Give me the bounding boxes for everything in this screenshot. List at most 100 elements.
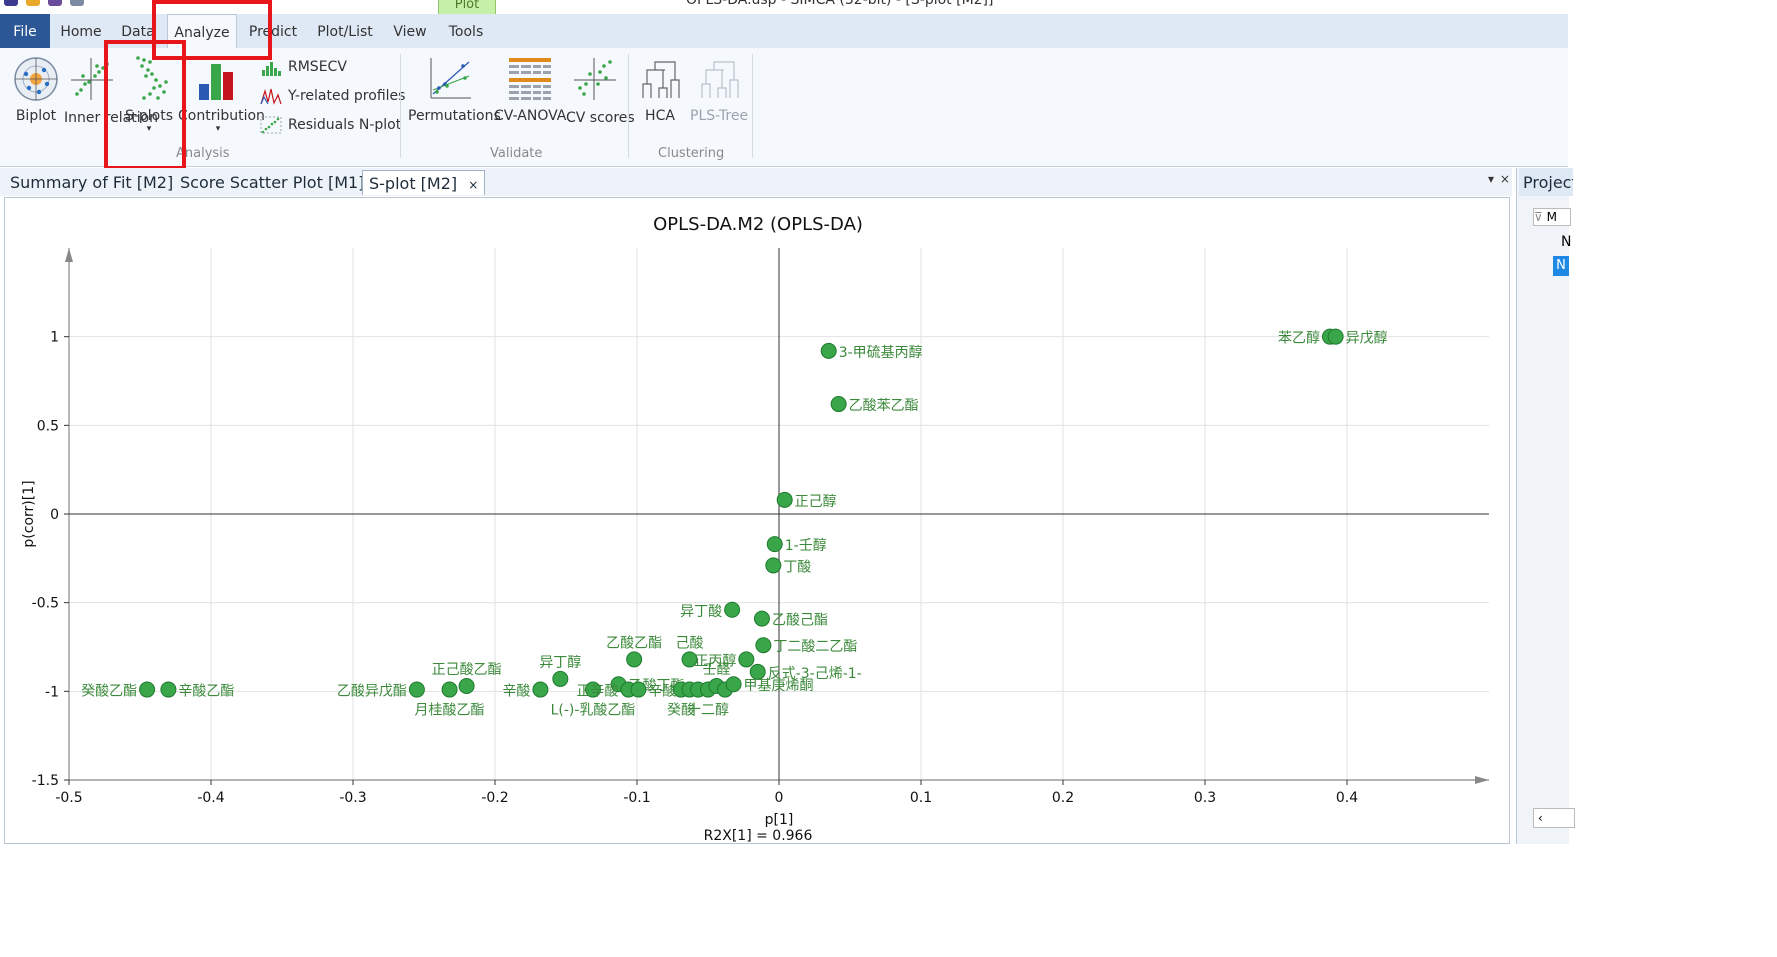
y-axis-label: p(corr)[1]: [21, 480, 37, 547]
tab-tools[interactable]: Tools: [448, 24, 484, 40]
x-tick-label: 0.2: [1052, 790, 1074, 806]
data-point-label: 甲基庚烯酮: [744, 677, 814, 694]
data-point-label: 丁酸: [783, 559, 811, 575]
x-tick-label: -0.1: [623, 790, 650, 806]
y-tick-label: 0.5: [37, 418, 59, 434]
data-point-label: 乙酸己酯: [772, 613, 828, 629]
open-icon[interactable]: [26, 0, 40, 6]
tab-view[interactable]: View: [393, 24, 427, 40]
s-plots-button[interactable]: S-plots ▾: [122, 54, 176, 134]
data-point: [766, 536, 783, 553]
data-point-label: 壬醛: [703, 662, 731, 678]
ribbon-tab-row: File Home Data Analyze Predict Plot/List…: [0, 14, 1568, 50]
tab-plot-list[interactable]: Plot/List: [317, 24, 373, 40]
data-point-label: 反式-3-己烯-1-: [768, 666, 862, 682]
data-point-label: 十二醇: [687, 702, 729, 719]
data-point-label: 异丁醇: [539, 654, 581, 671]
tab-home[interactable]: Home: [60, 24, 102, 40]
y-related-profiles-label: Y-related profiles: [288, 88, 406, 104]
cv-scores-button[interactable]: CV scores: [566, 54, 635, 129]
contextual-tab-plot[interactable]: Plot: [438, 0, 496, 15]
doc-tab-score-scatter[interactable]: Score Scatter Plot [M1]: [180, 173, 365, 192]
validate-group-label: Validate: [490, 146, 543, 161]
horizontal-scrollbar[interactable]: ‹: [1533, 808, 1575, 828]
data-point-label: 癸酸乙酯: [81, 684, 137, 700]
contribution-label: Contribution: [178, 108, 265, 124]
data-point-label: 正丙醇: [694, 652, 736, 669]
permutations-button[interactable]: Permutations: [408, 54, 501, 124]
save-icon[interactable]: [48, 0, 62, 6]
tab-file[interactable]: File: [0, 14, 50, 48]
data-point: [724, 601, 741, 618]
s-plot-chart[interactable]: OPLS-DA.M2 (OPLS-DA) -0.5 -0.4 -0.3 -0.2 -0.…: [5, 198, 1509, 844]
y-tick-label: -1.5: [32, 773, 59, 789]
x-tick-label: 0.1: [910, 790, 932, 806]
s-plot-icon: [136, 56, 168, 100]
biplot-button[interactable]: Biplot: [8, 54, 64, 124]
y-related-profiles-button[interactable]: Y-related profiles: [260, 87, 405, 105]
data-point-label: 异丁酸: [680, 604, 722, 620]
chart-axes: [65, 248, 1489, 784]
data-point-label: 辛酸: [502, 684, 530, 700]
data-point: [681, 651, 698, 668]
cv-anova-button[interactable]: CV-ANOVA: [494, 54, 566, 124]
rmsecv-icon: [262, 62, 281, 76]
biplot-label: Biplot: [15, 108, 57, 124]
y-tick-label: 0: [50, 507, 59, 523]
data-point: [755, 637, 772, 654]
data-point-label: 乙酸乙酯: [606, 635, 662, 651]
analysis-group-label: Analysis: [176, 146, 230, 161]
x-tick-label: -0.5: [55, 790, 82, 806]
title-bar: OPLS-DA.usp - SIMCA (32-bit) - [S-plot […: [0, 0, 1568, 12]
rmsecv-button[interactable]: RMSECV: [260, 58, 347, 76]
project-panel-title: Project: [1519, 168, 1573, 196]
doc-tab-summary-of-fit[interactable]: Summary of Fit [M2]: [10, 173, 174, 192]
project-tree-header[interactable]: ⊽ M: [1533, 208, 1571, 226]
group-separator: [400, 54, 401, 158]
x-tick-label: -0.3: [339, 790, 366, 806]
x-tick-label: -0.2: [481, 790, 508, 806]
data-point: [749, 663, 766, 680]
x-axis-arrow: [1475, 776, 1489, 784]
residuals-n-plot-button[interactable]: Residuals N-plot: [260, 116, 401, 134]
tab-analyze[interactable]: Analyze: [167, 14, 237, 50]
project-tree-item[interactable]: N: [1561, 234, 1572, 250]
hca-button[interactable]: HCA: [632, 54, 688, 124]
x-tick-label: -0.4: [197, 790, 224, 806]
biplot-icon: [14, 57, 58, 101]
data-point: [552, 670, 569, 687]
cv-anova-icon: [509, 58, 551, 100]
data-point: [776, 491, 793, 508]
residuals-n-plot-label: Residuals N-plot: [288, 117, 402, 133]
chart-title: OPLS-DA.M2 (OPLS-DA): [653, 214, 863, 235]
data-point-label: 正辛酸: [576, 684, 618, 700]
chevron-down-icon: ▾: [146, 124, 152, 134]
pls-tree-button[interactable]: PLS-Tree: [690, 54, 748, 124]
tab-predict[interactable]: Predict: [248, 24, 298, 40]
close-icon[interactable]: ×: [468, 178, 479, 192]
cv-scores-label: CV scores: [566, 110, 635, 126]
data-point-label: 癸酸: [667, 703, 695, 719]
close-icon[interactable]: ×: [1499, 172, 1510, 186]
data-point-label: 月桂酸乙酯: [415, 703, 485, 719]
permutations-label: Permutations: [408, 108, 501, 124]
data-point: [1327, 328, 1344, 345]
cv-anova-label: CV-ANOVA: [494, 108, 567, 124]
highlight-box-analyze-tab: [152, 0, 272, 60]
project-tree-item-selected[interactable]: N: [1553, 256, 1569, 276]
dropdown-icon[interactable]: ▾: [1488, 172, 1495, 186]
y-tick-label: -0.5: [32, 596, 59, 612]
cv-scores-icon: [574, 58, 616, 100]
app-icon[interactable]: [4, 0, 18, 6]
doc-tab-s-plot[interactable]: S-plot [M2] ×: [362, 170, 486, 195]
chevron-down-icon: ▾: [215, 124, 221, 134]
chart-ticks: -0.5 -0.4 -0.3 -0.2 -0.1 0 0.1 0.2 0.3 0.4 -1.5 -1 -…: [32, 330, 1359, 806]
ribbon-panel: Biplot Inner relation S-plots: [0, 48, 1568, 167]
tab-data[interactable]: Data: [121, 24, 155, 40]
y-tick-label: 1: [50, 330, 59, 346]
data-point-label: 乙酸苯乙酯: [849, 397, 919, 414]
print-icon[interactable]: [70, 0, 84, 6]
contribution-button[interactable]: Contribution ▾: [178, 54, 265, 134]
document-tab-strip: Summary of Fit [M2] Score Scatter Plot […: [0, 168, 1512, 196]
